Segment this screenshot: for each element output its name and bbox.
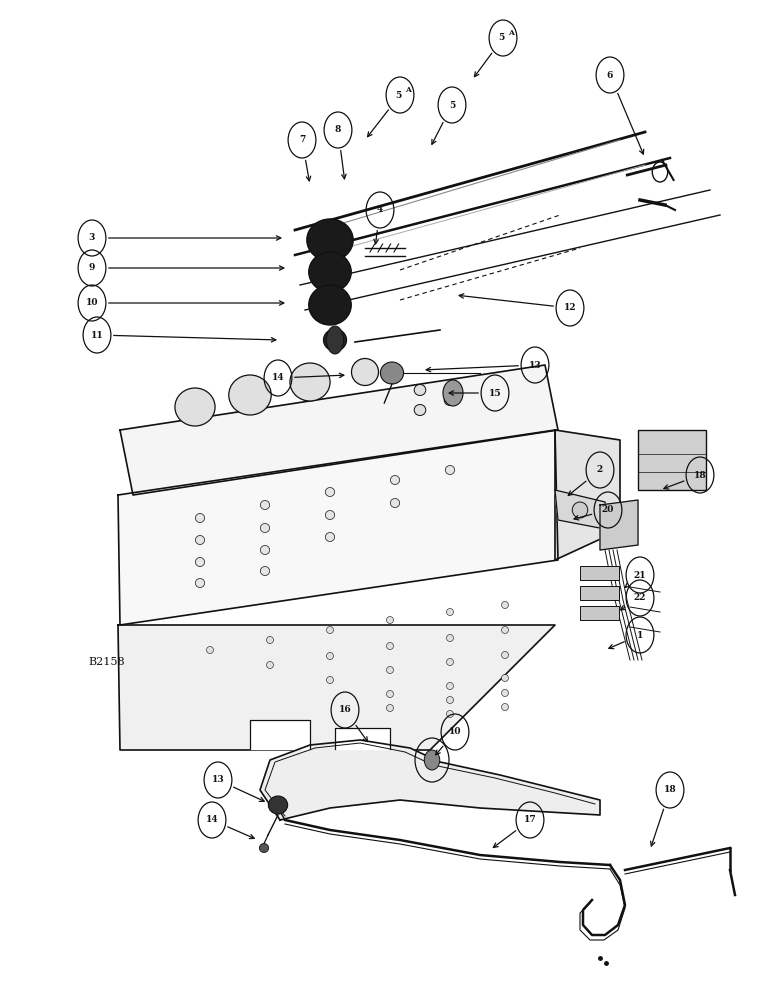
Polygon shape <box>120 365 558 495</box>
Polygon shape <box>118 430 558 625</box>
Ellipse shape <box>229 375 271 415</box>
Text: 17: 17 <box>523 815 537 824</box>
Text: 5: 5 <box>499 33 505 42</box>
Ellipse shape <box>290 363 330 401</box>
Text: A: A <box>508 29 513 37</box>
Text: 14: 14 <box>205 815 218 824</box>
Ellipse shape <box>195 514 205 522</box>
Ellipse shape <box>446 696 453 704</box>
Text: 16: 16 <box>339 706 351 714</box>
Ellipse shape <box>351 359 378 385</box>
Ellipse shape <box>327 326 344 354</box>
Text: 12: 12 <box>564 304 577 312</box>
Text: 9: 9 <box>89 263 95 272</box>
Ellipse shape <box>207 647 214 654</box>
Ellipse shape <box>306 219 353 261</box>
Ellipse shape <box>572 502 587 518</box>
Bar <box>580 606 618 620</box>
Text: A: A <box>405 86 411 94</box>
Ellipse shape <box>309 252 351 292</box>
Ellipse shape <box>266 637 273 644</box>
Ellipse shape <box>325 488 334 496</box>
Ellipse shape <box>446 683 453 690</box>
Ellipse shape <box>446 608 453 615</box>
Text: 21: 21 <box>634 570 646 579</box>
Ellipse shape <box>325 510 334 520</box>
Text: 18: 18 <box>693 471 706 480</box>
Text: 1: 1 <box>637 631 643 640</box>
Text: 10: 10 <box>86 298 98 307</box>
Ellipse shape <box>387 643 394 650</box>
Ellipse shape <box>269 796 288 814</box>
Ellipse shape <box>446 635 453 642</box>
Text: 3: 3 <box>89 233 95 242</box>
Ellipse shape <box>323 329 347 351</box>
Text: 2: 2 <box>597 466 603 475</box>
Ellipse shape <box>502 690 509 696</box>
Text: 6: 6 <box>607 70 613 80</box>
Circle shape <box>443 380 463 406</box>
Polygon shape <box>118 625 555 750</box>
Text: 13: 13 <box>212 776 225 784</box>
Ellipse shape <box>387 690 394 698</box>
Ellipse shape <box>195 578 205 587</box>
Ellipse shape <box>444 394 455 406</box>
Ellipse shape <box>259 843 269 852</box>
Ellipse shape <box>502 704 509 710</box>
Ellipse shape <box>381 362 404 384</box>
Text: 7: 7 <box>299 135 305 144</box>
Ellipse shape <box>391 498 400 508</box>
Ellipse shape <box>309 285 351 325</box>
Ellipse shape <box>445 466 455 475</box>
Bar <box>580 586 618 600</box>
Bar <box>638 430 706 490</box>
Polygon shape <box>600 500 638 550</box>
Text: 13: 13 <box>529 360 541 369</box>
Text: 15: 15 <box>489 388 501 397</box>
Ellipse shape <box>387 616 394 624</box>
Ellipse shape <box>260 546 269 554</box>
Ellipse shape <box>387 704 394 711</box>
Ellipse shape <box>260 500 269 510</box>
Circle shape <box>425 750 440 770</box>
Ellipse shape <box>327 652 334 660</box>
Ellipse shape <box>260 566 269 575</box>
Ellipse shape <box>502 675 509 682</box>
Ellipse shape <box>446 710 453 717</box>
Ellipse shape <box>415 404 426 415</box>
Ellipse shape <box>327 676 334 684</box>
Text: B2158: B2158 <box>88 657 124 667</box>
Ellipse shape <box>266 662 273 669</box>
Text: 8: 8 <box>335 125 341 134</box>
Text: 5: 5 <box>449 101 455 109</box>
Text: 20: 20 <box>602 506 615 514</box>
Ellipse shape <box>325 532 334 542</box>
Ellipse shape <box>502 652 509 658</box>
Text: 14: 14 <box>272 373 284 382</box>
Text: 18: 18 <box>664 786 676 794</box>
Ellipse shape <box>260 524 269 532</box>
Text: 5: 5 <box>395 91 401 100</box>
Text: 22: 22 <box>634 593 646 602</box>
Bar <box>580 566 618 580</box>
Ellipse shape <box>415 384 426 395</box>
Polygon shape <box>250 720 310 749</box>
Ellipse shape <box>446 658 453 666</box>
Ellipse shape <box>327 626 334 634</box>
Ellipse shape <box>502 626 509 634</box>
Text: 10: 10 <box>449 728 461 736</box>
Ellipse shape <box>387 666 394 674</box>
Polygon shape <box>555 430 620 560</box>
Polygon shape <box>555 490 610 530</box>
Ellipse shape <box>175 388 215 426</box>
Ellipse shape <box>391 476 400 485</box>
Text: 11: 11 <box>90 330 103 340</box>
Polygon shape <box>335 728 390 749</box>
Ellipse shape <box>195 536 205 544</box>
Text: 4: 4 <box>377 206 383 215</box>
Polygon shape <box>260 740 600 820</box>
Ellipse shape <box>502 601 509 608</box>
Ellipse shape <box>195 558 205 566</box>
